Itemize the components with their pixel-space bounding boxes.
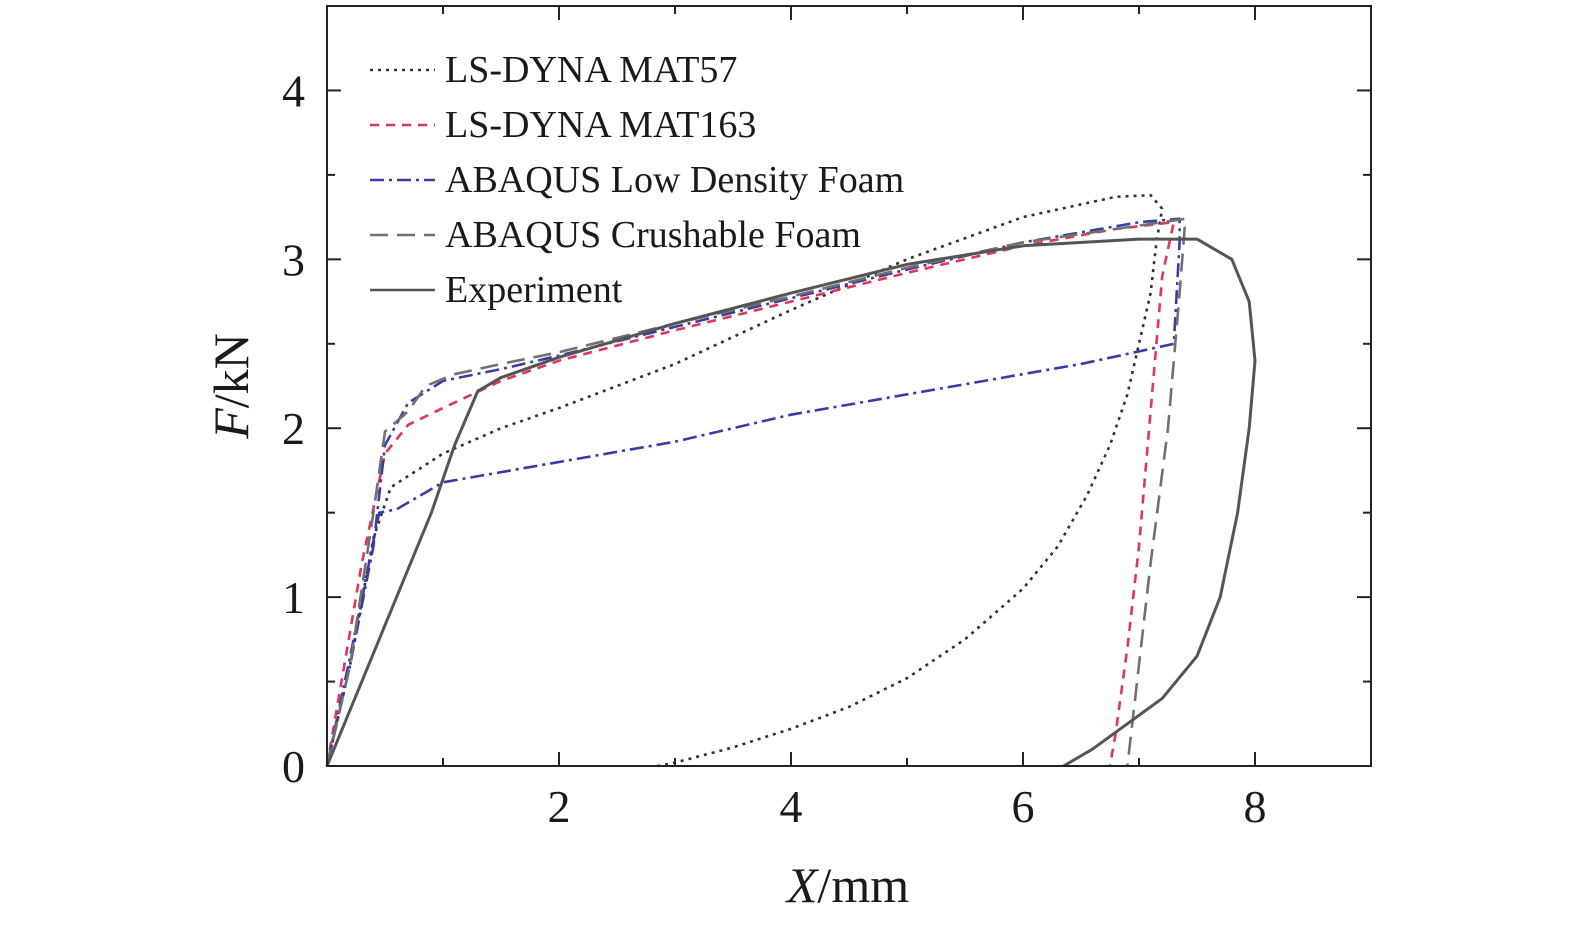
y-axis-title-italic: F bbox=[203, 408, 259, 440]
y-axis-title-unit: /kN bbox=[203, 333, 259, 408]
legend-label-crushable-foam: ABAQUS Crushable Foam bbox=[445, 214, 861, 256]
legend-label-mat163: LS-DYNA MAT163 bbox=[445, 104, 756, 146]
legend-entry: Experiment bbox=[370, 269, 623, 311]
x-tick-label: 4 bbox=[780, 781, 803, 832]
x-axis-title-unit: /mm bbox=[817, 857, 909, 913]
x-tick-label: 2 bbox=[548, 781, 571, 832]
series-line-2 bbox=[325, 217, 1181, 767]
legend-entry: LS-DYNA MAT57 bbox=[370, 49, 737, 91]
legend-label-mat57: LS-DYNA MAT57 bbox=[445, 49, 737, 91]
x-axis-title: X/mm bbox=[785, 857, 909, 913]
series-line-3 bbox=[325, 217, 1187, 767]
legend-label-experiment: Experiment bbox=[445, 269, 623, 311]
plot-frame bbox=[326, 5, 1372, 767]
y-tick-label: 0 bbox=[282, 741, 305, 792]
y-axis-title: F/kN bbox=[203, 333, 259, 440]
legend-entry: ABAQUS Low Density Foam bbox=[370, 159, 904, 201]
ticks-layer bbox=[327, 6, 1371, 766]
y-tick-label: 3 bbox=[282, 234, 305, 285]
y-tick-label: 4 bbox=[282, 65, 305, 116]
legend-entry: ABAQUS Crushable Foam bbox=[370, 214, 861, 256]
x-tick-label: 8 bbox=[1244, 781, 1267, 832]
x-tick-label: 6 bbox=[1012, 781, 1035, 832]
x-axis-title-italic: X bbox=[785, 857, 820, 913]
legend-label-low-density-foam: ABAQUS Low Density Foam bbox=[445, 159, 904, 201]
legend: LS-DYNA MAT57 LS-DYNA MAT163 ABAQUS Low … bbox=[370, 49, 904, 311]
y-tick-label: 1 bbox=[282, 572, 305, 623]
tick-labels-layer: 2 4 6 8 0 1 2 3 4 bbox=[282, 65, 1267, 832]
series-layer bbox=[325, 193, 1257, 768]
y-tick-label: 2 bbox=[282, 403, 305, 454]
series-line-1 bbox=[325, 220, 1176, 767]
legend-entry: LS-DYNA MAT163 bbox=[370, 104, 756, 146]
series-line-4 bbox=[325, 237, 1257, 768]
